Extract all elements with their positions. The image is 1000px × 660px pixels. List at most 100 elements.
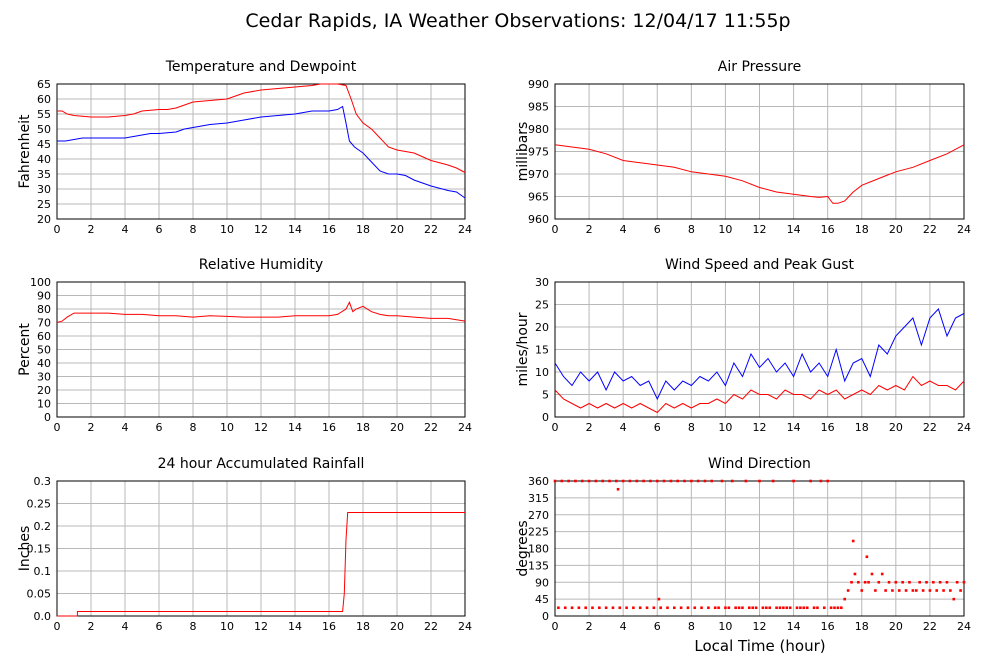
data-point xyxy=(785,606,789,610)
y-tick-label: 0.1 xyxy=(34,565,52,578)
data-point xyxy=(696,479,700,483)
data-point xyxy=(911,589,915,592)
data-point xyxy=(700,606,703,610)
data-point xyxy=(638,606,642,610)
data-point xyxy=(938,580,942,584)
y-tick-label: 0.2 xyxy=(34,520,52,533)
x-tick-label: 2 xyxy=(586,620,593,633)
data-point xyxy=(840,606,843,610)
data-point xyxy=(918,580,921,584)
data-point xyxy=(557,606,560,610)
x-tick-label: 22 xyxy=(424,223,438,236)
x-tick-label: 18 xyxy=(356,223,370,236)
data-point xyxy=(710,479,714,483)
x-tick-label: 16 xyxy=(821,620,835,633)
y-tick-label: 360 xyxy=(528,475,549,488)
data-point xyxy=(591,606,594,610)
data-point xyxy=(778,606,782,610)
data-point xyxy=(580,479,584,483)
data-point xyxy=(655,479,659,483)
data-point xyxy=(792,479,795,483)
data-point xyxy=(616,487,620,491)
x-tick-label: 14 xyxy=(787,620,801,633)
x-tick-label: 0 xyxy=(54,421,61,434)
y-tick-label: 55 xyxy=(37,108,51,121)
data-point xyxy=(819,479,823,483)
x-tick-label: 16 xyxy=(821,421,835,434)
x-tick-label: 8 xyxy=(688,223,695,236)
chart-title: Relative Humidity xyxy=(199,257,323,273)
data-point xyxy=(846,589,850,592)
data-point xyxy=(632,606,635,610)
data-point xyxy=(618,606,622,610)
series-line-1 xyxy=(554,375,965,414)
data-point xyxy=(657,597,661,601)
y-axis-label: millibars xyxy=(515,122,531,182)
plot-frame xyxy=(56,281,466,418)
data-point xyxy=(874,589,877,592)
data-point xyxy=(662,479,666,483)
data-point xyxy=(741,606,744,610)
data-point xyxy=(860,589,864,592)
x-axis-label: Local Time (hour) xyxy=(694,637,825,655)
data-point xyxy=(843,597,847,601)
data-point xyxy=(867,580,870,584)
y-tick-label: 960 xyxy=(528,213,549,226)
y-tick-label: 70 xyxy=(37,317,51,330)
data-point xyxy=(884,589,887,592)
x-tick-label: 2 xyxy=(88,223,95,236)
y-tick-label: 80 xyxy=(37,303,51,316)
x-tick-label: 16 xyxy=(821,223,835,236)
data-point xyxy=(928,589,932,592)
x-tick-label: 2 xyxy=(586,421,593,434)
data-point xyxy=(952,597,956,601)
y-tick-label: 30 xyxy=(37,183,51,196)
data-point xyxy=(887,580,891,584)
x-tick-label: 6 xyxy=(654,421,661,434)
plot-frame xyxy=(56,480,466,617)
x-tick-label: 20 xyxy=(889,223,903,236)
y-tick-label: 35 xyxy=(37,168,51,181)
data-point xyxy=(822,606,826,610)
data-point xyxy=(863,580,867,584)
series-line-0 xyxy=(57,512,465,617)
y-tick-label: 315 xyxy=(528,492,549,505)
y-tick-label: 100 xyxy=(30,276,51,289)
data-point xyxy=(734,606,737,610)
x-tick-label: 16 xyxy=(322,223,336,236)
y-tick-label: 985 xyxy=(528,101,549,114)
x-tick-label: 24 xyxy=(458,421,472,434)
data-point xyxy=(587,479,591,483)
data-point xyxy=(584,606,587,610)
x-tick-label: 10 xyxy=(718,223,732,236)
data-point xyxy=(730,479,734,483)
data-point xyxy=(727,606,731,610)
data-point xyxy=(809,479,812,483)
data-point xyxy=(621,479,625,483)
data-point xyxy=(901,580,904,584)
x-tick-label: 2 xyxy=(88,421,95,434)
x-tick-label: 24 xyxy=(458,620,472,633)
y-tick-label: 970 xyxy=(528,168,549,181)
chart-title: Air Pressure xyxy=(718,59,801,75)
data-point xyxy=(703,479,707,483)
y-tick-label: 0.05 xyxy=(27,588,52,601)
x-tick-label: 16 xyxy=(322,421,336,434)
data-point xyxy=(836,606,840,610)
data-point xyxy=(925,580,928,584)
data-point xyxy=(608,479,611,483)
data-point xyxy=(795,606,799,610)
data-point xyxy=(615,479,618,483)
y-tick-label: 25 xyxy=(37,198,51,211)
data-point xyxy=(904,589,908,592)
y-tick-label: 225 xyxy=(528,526,549,539)
data-point xyxy=(642,479,645,483)
x-tick-label: 6 xyxy=(654,223,661,236)
data-point xyxy=(751,606,754,610)
chart-title: Wind Direction xyxy=(708,456,811,472)
x-tick-label: 4 xyxy=(620,421,627,434)
y-tick-label: 20 xyxy=(37,384,51,397)
